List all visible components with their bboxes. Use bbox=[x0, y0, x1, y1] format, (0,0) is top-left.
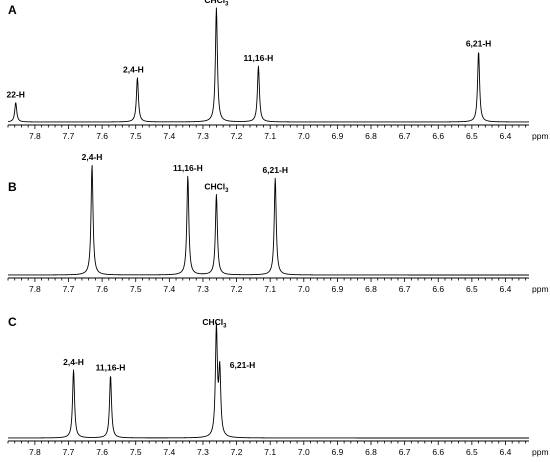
x-tick-label: 7.6 bbox=[96, 447, 108, 457]
x-tick-label: 7.7 bbox=[63, 447, 75, 457]
x-tick-label: 7.3 bbox=[197, 447, 209, 457]
x-tick-label: 6.7 bbox=[399, 131, 411, 141]
x-tick-label: 6.5 bbox=[466, 131, 478, 141]
x-tick-label: 7.3 bbox=[197, 284, 209, 294]
x-unit-label: ppm bbox=[532, 284, 549, 294]
x-tick-label: 7.0 bbox=[298, 447, 310, 457]
panel-letter: B bbox=[8, 180, 17, 194]
peak-label: 11,16-H bbox=[96, 362, 126, 372]
x-tick-label: 6.5 bbox=[466, 284, 478, 294]
x-tick-label: 7.1 bbox=[264, 447, 276, 457]
x-tick-label: 6.9 bbox=[331, 131, 343, 141]
x-tick-label: 7.5 bbox=[130, 284, 142, 294]
panel-letter: C bbox=[8, 315, 17, 329]
x-tick-label: 7.4 bbox=[163, 284, 175, 294]
x-tick-label: 7.4 bbox=[163, 131, 175, 141]
peak-label: CHCl3 bbox=[202, 317, 227, 330]
x-tick-label: 7.4 bbox=[163, 447, 175, 457]
peak-label: CHCl3 bbox=[204, 182, 229, 195]
peak-label: 2,4-H bbox=[63, 357, 84, 367]
x-tick-label: 7.2 bbox=[231, 131, 243, 141]
x-tick-label: 7.7 bbox=[63, 131, 75, 141]
peak-label: 11,16-H bbox=[173, 163, 203, 173]
spectrum-trace bbox=[7, 164, 530, 276]
x-tick-label: 7.8 bbox=[29, 284, 41, 294]
peak-label: 2,4-H bbox=[82, 152, 103, 162]
x-tick-label: 6.6 bbox=[432, 284, 444, 294]
x-tick-label: 6.7 bbox=[399, 284, 411, 294]
x-tick-label: 7.8 bbox=[29, 447, 41, 457]
x-tick-label: 6.8 bbox=[365, 284, 377, 294]
spectrum-trace bbox=[7, 7, 530, 123]
peak-label: CHCl3 bbox=[204, 0, 229, 8]
x-tick-label: 6.4 bbox=[500, 131, 512, 141]
x-tick-label: 7.2 bbox=[231, 284, 243, 294]
x-tick-label: 6.6 bbox=[432, 131, 444, 141]
peak-label: 6,21-H bbox=[262, 165, 288, 175]
x-tick-label: 7.0 bbox=[298, 284, 310, 294]
x-tick-label: 6.7 bbox=[399, 447, 411, 457]
x-tick-label: 7.5 bbox=[130, 447, 142, 457]
x-tick-label: 6.6 bbox=[432, 447, 444, 457]
x-tick-label: 7.1 bbox=[264, 131, 276, 141]
x-tick-label: 7.1 bbox=[264, 284, 276, 294]
panel-letter: A bbox=[8, 3, 17, 17]
x-tick-label: 7.3 bbox=[197, 131, 209, 141]
x-tick-label: 7.8 bbox=[29, 131, 41, 141]
x-tick-label: 7.7 bbox=[63, 284, 75, 294]
peak-label: 6,21-H bbox=[466, 38, 492, 48]
x-tick-label: 7.2 bbox=[231, 447, 243, 457]
peak-label: 11,16-H bbox=[244, 53, 274, 63]
x-tick-label: 7.6 bbox=[96, 284, 108, 294]
x-unit-label: ppm bbox=[532, 447, 549, 457]
peak-label: 22-H bbox=[7, 90, 25, 100]
spectrum-panel-a: A 7.8 7.7 7.6 7.5 7.4 7.3 7.2 7.1 7.0 6.9 6.8 6.7 6.6… bbox=[7, 0, 549, 141]
spectrum-trace bbox=[7, 322, 530, 439]
x-tick-label: 6.9 bbox=[331, 284, 343, 294]
spectrum-panel-c: C 7.8 7.7 7.6 7.5 7.4 7.3 7.2 7.1 7.0 6.9 6.8 6.7 6.6… bbox=[7, 315, 549, 457]
x-tick-label: 6.4 bbox=[500, 284, 512, 294]
x-tick-label: 7.6 bbox=[96, 131, 108, 141]
peak-label: 6,21-H bbox=[230, 360, 256, 370]
x-tick-label: 6.9 bbox=[331, 447, 343, 457]
x-tick-label: 6.4 bbox=[500, 447, 512, 457]
x-tick-label: 6.5 bbox=[466, 447, 478, 457]
x-tick-label: 7.0 bbox=[298, 131, 310, 141]
spectrum-panel-b: B 7.8 7.7 7.6 7.5 7.4 7.3 7.2 7.1 7.0 6.9 6.8 6.7 6.6… bbox=[7, 152, 549, 294]
x-tick-label: 6.8 bbox=[365, 447, 377, 457]
x-unit-label: ppm bbox=[532, 131, 549, 141]
peak-label: 2,4-H bbox=[123, 65, 144, 75]
x-tick-label: 6.8 bbox=[365, 131, 377, 141]
x-tick-label: 7.5 bbox=[130, 131, 142, 141]
